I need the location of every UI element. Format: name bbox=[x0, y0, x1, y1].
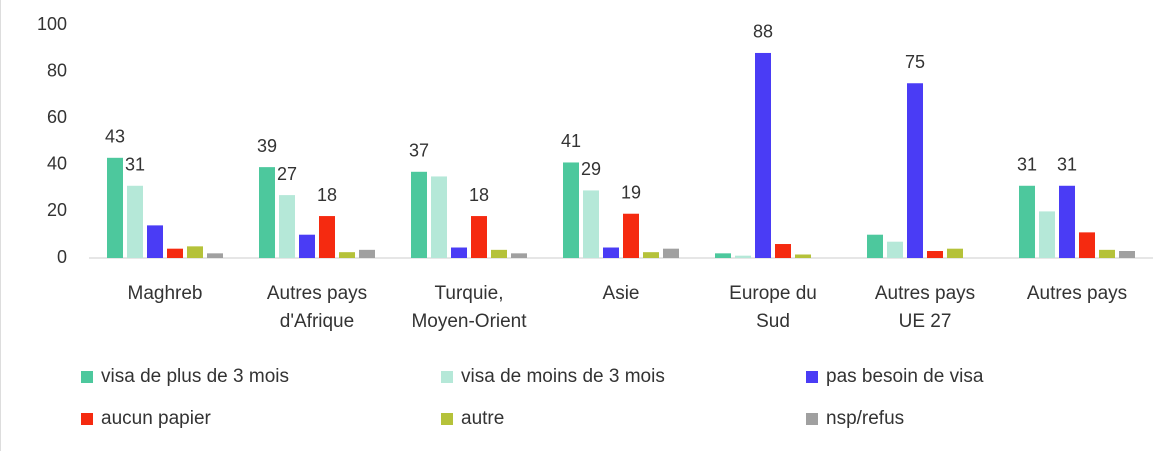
bar bbox=[511, 253, 527, 258]
bar bbox=[795, 254, 811, 258]
bar bbox=[663, 248, 679, 258]
legend-item: visa de plus de 3 mois bbox=[81, 366, 289, 388]
legend-swatch bbox=[806, 413, 818, 425]
x-tick-label: Maghreb bbox=[127, 283, 203, 304]
legend-label: visa de plus de 3 mois bbox=[101, 366, 289, 387]
y-tick-label: 80 bbox=[47, 60, 67, 80]
bar bbox=[563, 162, 579, 258]
bar bbox=[775, 244, 791, 258]
data-label: 31 bbox=[125, 155, 145, 175]
bar bbox=[411, 171, 427, 258]
legend-item: aucun papier bbox=[81, 408, 211, 430]
data-label: 75 bbox=[905, 52, 925, 72]
legend-swatch bbox=[81, 413, 93, 425]
bar bbox=[755, 52, 771, 259]
y-tick-label: 60 bbox=[47, 107, 67, 127]
y-tick-label: 40 bbox=[47, 154, 67, 174]
bar bbox=[1059, 185, 1075, 258]
x-tick-label: Asie bbox=[602, 283, 640, 304]
data-label: 19 bbox=[621, 182, 641, 202]
legend-label: aucun papier bbox=[101, 408, 211, 429]
bar bbox=[715, 253, 731, 258]
bar bbox=[187, 246, 203, 258]
bar bbox=[431, 176, 447, 258]
bar bbox=[259, 167, 275, 258]
legend-swatch bbox=[441, 413, 453, 425]
bar bbox=[927, 251, 943, 258]
data-label: 29 bbox=[581, 159, 601, 179]
bar bbox=[207, 253, 223, 258]
bar bbox=[643, 252, 659, 258]
legend-label: autre bbox=[461, 408, 505, 429]
bar bbox=[735, 255, 751, 258]
bar bbox=[623, 213, 639, 258]
bar bbox=[451, 247, 467, 258]
bar bbox=[1119, 251, 1135, 258]
legend-label: pas besoin de visa bbox=[826, 366, 984, 387]
bar bbox=[947, 248, 963, 258]
data-label: 43 bbox=[105, 127, 125, 147]
bar bbox=[1019, 185, 1035, 258]
x-tick-label: Autres pays bbox=[1026, 283, 1128, 304]
bar bbox=[1079, 232, 1095, 258]
legend-item: nsp/refus bbox=[806, 408, 904, 430]
bar bbox=[319, 216, 335, 258]
data-label: 31 bbox=[1057, 155, 1077, 175]
bar bbox=[167, 248, 183, 258]
x-tick-label: Autres pays d'Afrique bbox=[266, 283, 368, 332]
x-tick-label: Europe du Sud bbox=[729, 283, 817, 332]
bar bbox=[907, 83, 923, 258]
data-label: 41 bbox=[561, 131, 581, 151]
y-tick-label: 100 bbox=[37, 14, 67, 34]
legend-swatch bbox=[806, 371, 818, 383]
x-tick-label: Autres pays UE 27 bbox=[874, 283, 976, 332]
bar bbox=[107, 157, 123, 258]
bar bbox=[1099, 249, 1115, 258]
data-label: 39 bbox=[257, 136, 277, 156]
bar bbox=[887, 241, 903, 258]
legend-swatch bbox=[441, 371, 453, 383]
data-label: 18 bbox=[317, 185, 337, 205]
data-label: 31 bbox=[1017, 155, 1037, 175]
legend-item: pas besoin de visa bbox=[806, 366, 983, 388]
bar bbox=[603, 247, 619, 258]
data-label: 37 bbox=[409, 141, 429, 161]
bar bbox=[127, 185, 143, 258]
legend-label: visa de moins de 3 mois bbox=[461, 366, 665, 387]
bar bbox=[359, 249, 375, 258]
legend-item: autre bbox=[441, 408, 504, 430]
y-tick-label: 20 bbox=[47, 200, 67, 220]
bar bbox=[471, 216, 487, 258]
bar bbox=[147, 225, 163, 258]
legend-label: nsp/refus bbox=[826, 408, 905, 429]
data-label: 27 bbox=[277, 164, 297, 184]
data-label: 18 bbox=[469, 185, 489, 205]
data-label: 88 bbox=[753, 22, 773, 42]
bar bbox=[583, 190, 599, 258]
bar bbox=[299, 234, 315, 258]
y-tick-label: 0 bbox=[57, 247, 67, 267]
bar bbox=[491, 249, 507, 258]
bar bbox=[867, 234, 883, 258]
bar bbox=[279, 195, 295, 258]
bar bbox=[339, 252, 355, 258]
x-tick-label: Turquie, Moyen-Orient bbox=[411, 283, 527, 332]
bar bbox=[1039, 211, 1055, 258]
legend-swatch bbox=[81, 371, 93, 383]
legend-item: visa de moins de 3 mois bbox=[441, 366, 665, 388]
